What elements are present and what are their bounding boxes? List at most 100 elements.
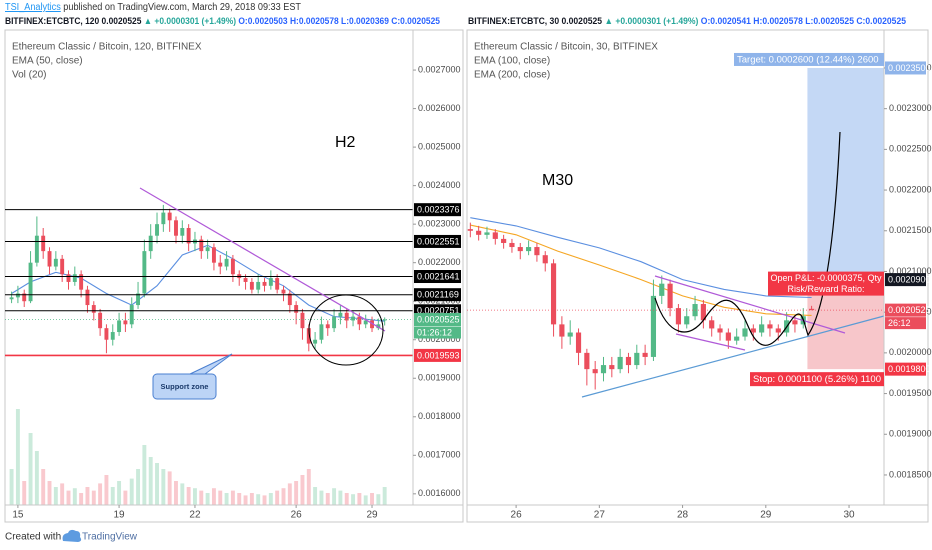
candle-body <box>34 235 39 263</box>
candle-body <box>98 312 103 329</box>
volume-bar <box>338 490 343 505</box>
y-tick-label: 0.0027000 <box>418 64 461 74</box>
y-tick-label: 0.0019000 <box>889 429 932 439</box>
stop-label: Stop: 0.0001100 (5.26%) 1100 <box>753 374 881 385</box>
countdown: 01:26:12 <box>417 327 452 337</box>
candle-body <box>136 293 141 306</box>
candle-body <box>725 332 731 341</box>
countdown-bg <box>885 317 926 330</box>
y-tick-label: 0.0022000 <box>418 257 461 267</box>
candle-body <box>700 304 706 321</box>
price-tag-label: 0.0020525 <box>417 314 460 324</box>
volume-bar <box>110 487 115 505</box>
candle-body <box>332 316 337 329</box>
volume-bar <box>300 475 305 505</box>
candle-body <box>161 212 166 225</box>
volume-bar <box>199 490 204 505</box>
candle-body <box>180 228 185 236</box>
y-tick-label: 0.0023000 <box>418 219 461 229</box>
volume-bar <box>186 487 191 505</box>
candle-body <box>509 242 515 248</box>
timeframe-annotation: M30 <box>542 172 573 189</box>
candle-body <box>294 305 299 313</box>
price-tag-label: 0.0021169 <box>417 290 459 300</box>
candle-body <box>559 324 565 337</box>
volume-bar <box>79 493 84 505</box>
x-tick-label: 29 <box>760 510 772 521</box>
candle-body <box>218 262 223 267</box>
y-tick-label: 0.0018500 <box>889 469 932 479</box>
volume-bar <box>294 481 299 505</box>
price-axis-bg <box>413 30 463 505</box>
price-tag-label: 0.0020525 <box>888 305 931 315</box>
x-tick-label: 15 <box>12 510 24 521</box>
volume-bar <box>9 469 14 505</box>
info-line: BITFINEX:ETCBTC, 30 0.0020525 ▲ +0.00003… <box>468 16 907 27</box>
pnl-text: Risk/Reward Ratio: <box>787 284 864 294</box>
legend-entry: EMA (50, close) <box>12 56 83 67</box>
target-label-bg <box>734 52 884 66</box>
y-tick-label: 0.0021500 <box>889 225 932 235</box>
price-tag-label: 0.0023500 <box>888 63 931 73</box>
candle-body <box>72 274 77 282</box>
candle-body <box>224 258 229 267</box>
volume-bar <box>268 493 273 505</box>
candle-body <box>642 352 648 357</box>
candle-body <box>759 324 765 333</box>
volume-bar <box>161 469 166 505</box>
axes-layer: Ethereum Classic / Bitcoin, 120, BITFINE… <box>5 30 932 521</box>
candle-body <box>325 324 330 329</box>
candle-body <box>53 258 58 267</box>
volume-bar <box>60 483 65 505</box>
volume-bar <box>180 483 185 505</box>
volume-bar <box>332 488 337 505</box>
target-zone <box>807 67 884 280</box>
candle-body <box>110 332 115 340</box>
circle-annotation <box>308 294 384 366</box>
candle-body <box>684 316 690 325</box>
volume-bar <box>319 490 324 505</box>
author-link[interactable]: TSI_Analytics <box>5 2 61 13</box>
candle-body <box>575 332 582 353</box>
volume-bar <box>136 469 141 505</box>
volume-bar <box>41 469 46 505</box>
candle-body <box>211 247 216 263</box>
volume-bar <box>306 469 311 505</box>
price-tag <box>414 288 461 302</box>
candle-body <box>376 324 381 329</box>
candle-body <box>550 263 557 325</box>
candle-body <box>9 297 14 300</box>
candle-body <box>617 356 623 370</box>
candle-body <box>91 305 96 313</box>
x-tick-label: 30 <box>843 510 855 521</box>
volume-bar <box>123 490 128 505</box>
ohlc: O:0.0020503 H:0.0020578 L:0.0020369 C:0.… <box>238 16 440 27</box>
candle-body <box>517 247 523 252</box>
callout-text: Support zone <box>161 382 209 391</box>
candle-body <box>675 308 681 325</box>
y-tick-label: 0.0022000 <box>889 184 932 194</box>
volume-bar <box>66 490 71 505</box>
trend-line <box>675 333 746 351</box>
candle-body <box>262 281 267 286</box>
volume-bar <box>117 481 122 505</box>
candle-body <box>709 320 715 329</box>
volume-bar <box>167 471 172 505</box>
volume-bar <box>357 493 362 505</box>
brand-name[interactable]: TradingView <box>82 532 138 543</box>
candle-body <box>492 232 498 239</box>
candle-body <box>129 305 134 325</box>
price-tag-label: 0.0019800 <box>888 364 931 374</box>
candle-body <box>41 235 46 252</box>
volume-bar <box>174 481 178 505</box>
candle-body <box>667 283 673 309</box>
drawings: Support zone H2 M30 <box>139 131 885 400</box>
volume-bar <box>72 488 77 505</box>
candle-body <box>47 251 52 267</box>
price-tag <box>885 273 926 287</box>
change: ▲ +0.0000301 (+1.49%) <box>144 16 239 27</box>
candle-body <box>300 312 305 329</box>
volume-bar <box>148 457 153 505</box>
x-tick-label: 26 <box>291 510 303 521</box>
candle-body <box>104 328 109 340</box>
